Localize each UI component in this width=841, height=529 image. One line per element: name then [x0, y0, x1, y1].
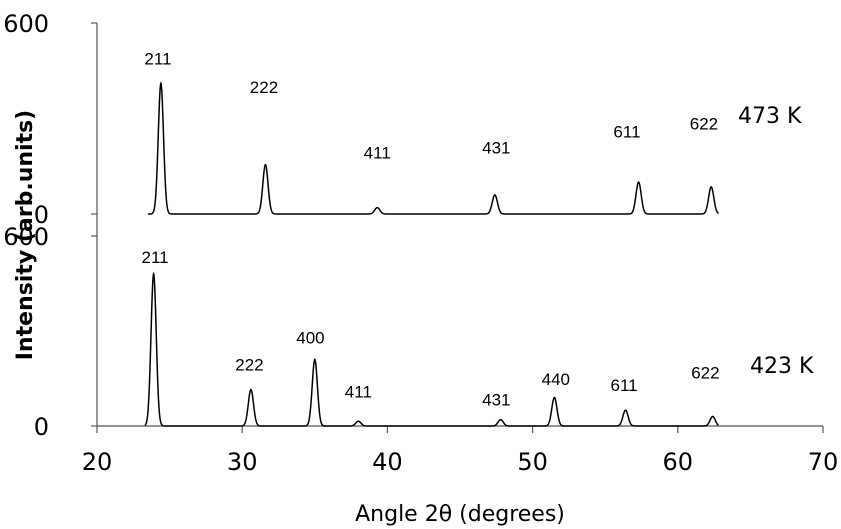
- panel-label-473k: 473 K: [738, 104, 802, 129]
- peak-label-440: 440: [542, 370, 570, 389]
- peak-label-611: 611: [613, 123, 640, 142]
- peak-point-611: [637, 181, 640, 183]
- x-tick-label: 60: [663, 448, 694, 476]
- peak-point-222: [264, 163, 267, 166]
- peak-label-431: 431: [482, 139, 510, 158]
- y-tick-label: 600: [3, 223, 49, 251]
- peak-point-411: [357, 420, 360, 423]
- x-tick-label: 40: [372, 448, 403, 476]
- labels: 211 222 411 431 611 622 473 K 211 222 400 411 431 44…: [142, 49, 814, 409]
- y-tick-label: 0: [34, 201, 49, 229]
- peak-label-431: 431: [482, 390, 510, 409]
- peak-label-611: 611: [611, 376, 638, 395]
- peak-label-211: 211: [144, 49, 171, 68]
- peak-point-222: [250, 388, 252, 391]
- x-tick-label: 50: [517, 448, 548, 476]
- panel-label-423k: 423 K: [750, 354, 814, 379]
- peak-label-400: 400: [296, 329, 324, 348]
- y-axis-title: Intensity (arb.units): [13, 110, 38, 361]
- peak-label-622: 622: [691, 364, 719, 383]
- peak-point-622: [711, 415, 714, 418]
- peak-point-400: [314, 358, 316, 361]
- y-tick-label: 600: [3, 10, 49, 38]
- peak-point-411: [376, 206, 379, 209]
- x-axis-title: Angle 2θ (degrees): [355, 502, 565, 527]
- x-tick-label: 70: [808, 448, 839, 476]
- peak-label-622: 622: [690, 115, 718, 134]
- series-line-423k: [144, 271, 719, 427]
- peak-label-222: 222: [235, 356, 263, 375]
- peak-point-211: [160, 82, 162, 85]
- peak-label-211: 211: [142, 248, 169, 267]
- traces: [144, 81, 719, 427]
- y-tick-label: 0: [34, 413, 49, 441]
- x-tick-label: 30: [227, 448, 258, 476]
- peak-point-431: [499, 418, 502, 421]
- peak-point-431: [494, 194, 496, 196]
- peak-point-440: [553, 396, 556, 399]
- peak-label-411: 411: [345, 383, 372, 402]
- x-tick-label: 20: [82, 448, 113, 476]
- peak-point-622: [710, 186, 712, 188]
- peak-label-222: 222: [250, 78, 278, 97]
- series-line-473k: [147, 81, 719, 215]
- peak-label-411: 411: [364, 143, 391, 162]
- peak-point-211: [152, 273, 155, 275]
- peak-point-611: [624, 409, 627, 411]
